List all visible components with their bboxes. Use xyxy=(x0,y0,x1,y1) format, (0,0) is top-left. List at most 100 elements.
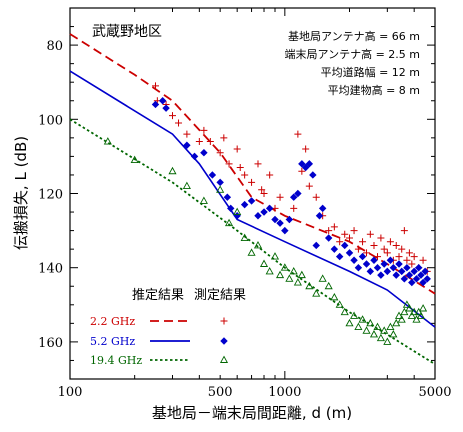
data-point xyxy=(219,355,229,363)
data-point xyxy=(247,197,256,205)
data-point xyxy=(377,234,385,242)
data-point xyxy=(240,200,249,209)
data-point xyxy=(305,182,313,190)
data-point xyxy=(298,167,306,175)
data-point xyxy=(423,275,431,283)
data-point xyxy=(397,315,406,323)
data-point xyxy=(400,307,409,316)
data-point xyxy=(345,318,354,327)
data-point xyxy=(312,289,321,297)
param-antenna-base: 基地局アンテナ高 = 66 m xyxy=(288,29,420,43)
data-point xyxy=(271,215,279,224)
legend-label-1: 5.2 GHz xyxy=(90,335,135,348)
data-point xyxy=(330,245,339,253)
y-tick-label: 80 xyxy=(46,39,63,54)
data-point xyxy=(298,160,306,168)
data-point xyxy=(200,148,208,157)
data-point xyxy=(362,260,371,268)
data-point xyxy=(265,266,274,275)
data-point xyxy=(247,248,256,256)
data-point xyxy=(370,241,378,249)
data-point xyxy=(169,112,177,120)
param-road-width: 平均道路幅 = 12 m xyxy=(321,65,420,79)
data-point xyxy=(397,267,406,276)
x-tick-label: 5000 xyxy=(418,385,451,400)
data-point xyxy=(253,241,263,249)
data-point xyxy=(168,166,177,175)
data-point xyxy=(400,275,409,283)
data-point xyxy=(175,119,183,127)
param-antenna-terminal: 端末局アンテナ高 = 2.5 m xyxy=(285,47,420,61)
data-point xyxy=(220,337,228,345)
data-point xyxy=(416,311,425,319)
data-point xyxy=(414,307,423,316)
data-point xyxy=(349,311,359,319)
data-point xyxy=(405,249,413,257)
data-point xyxy=(103,137,112,145)
data-point xyxy=(383,337,392,345)
data-point xyxy=(266,171,274,179)
data-point xyxy=(195,138,203,146)
data-point xyxy=(380,245,388,253)
legend-header-estimate: 推定結果 xyxy=(132,288,184,303)
data-point xyxy=(324,234,333,242)
data-point xyxy=(259,259,269,267)
data-point xyxy=(216,178,224,187)
data-point xyxy=(285,215,294,224)
estimate-line-2 xyxy=(69,118,436,365)
data-point xyxy=(408,260,416,268)
data-point xyxy=(236,164,244,172)
data-point xyxy=(383,267,392,276)
data-point xyxy=(233,207,242,215)
data-point xyxy=(354,245,362,253)
measured-series-0 xyxy=(151,82,431,275)
data-point xyxy=(220,317,228,325)
data-point xyxy=(410,267,418,276)
data-point xyxy=(354,322,363,331)
data-point xyxy=(417,271,425,279)
data-point xyxy=(380,260,388,268)
data-point xyxy=(276,193,284,201)
data-point xyxy=(341,230,349,238)
data-point xyxy=(407,311,416,319)
data-point xyxy=(240,233,249,241)
data-point xyxy=(223,193,232,201)
data-point xyxy=(335,252,344,261)
data-point xyxy=(241,171,249,179)
legend-label-0: 2.2 GHz xyxy=(90,315,135,328)
data-point xyxy=(373,322,382,331)
data-point xyxy=(366,230,374,238)
data-point xyxy=(151,82,159,90)
data-point xyxy=(395,260,403,268)
x-axis-label: 基地局－端末局間距離, d (m) xyxy=(152,404,352,422)
data-point xyxy=(403,256,411,264)
data-point xyxy=(280,263,289,271)
data-point xyxy=(383,249,391,257)
data-point xyxy=(270,252,280,260)
data-point xyxy=(216,185,225,193)
data-point xyxy=(309,171,317,179)
data-point xyxy=(369,330,379,338)
data-point xyxy=(208,171,217,179)
data-point xyxy=(254,160,262,168)
data-point xyxy=(386,322,395,331)
data-point xyxy=(254,212,262,220)
data-point xyxy=(405,304,414,312)
data-point xyxy=(318,204,327,213)
data-point xyxy=(359,238,367,246)
y-tick-label: 140 xyxy=(38,262,63,277)
data-point xyxy=(362,326,371,334)
data-point xyxy=(305,281,314,290)
data-point xyxy=(389,263,398,272)
data-point xyxy=(354,263,363,272)
tick-labels: 100 500 1000 5000 80 100 120 140 160 xyxy=(38,39,451,400)
data-point xyxy=(290,204,298,212)
data-point xyxy=(330,292,339,301)
data-point xyxy=(350,256,358,265)
data-point xyxy=(415,263,423,272)
data-point xyxy=(220,134,228,142)
data-point xyxy=(370,256,378,265)
data-point xyxy=(346,234,354,242)
data-point xyxy=(258,186,266,194)
data-point xyxy=(312,241,320,250)
